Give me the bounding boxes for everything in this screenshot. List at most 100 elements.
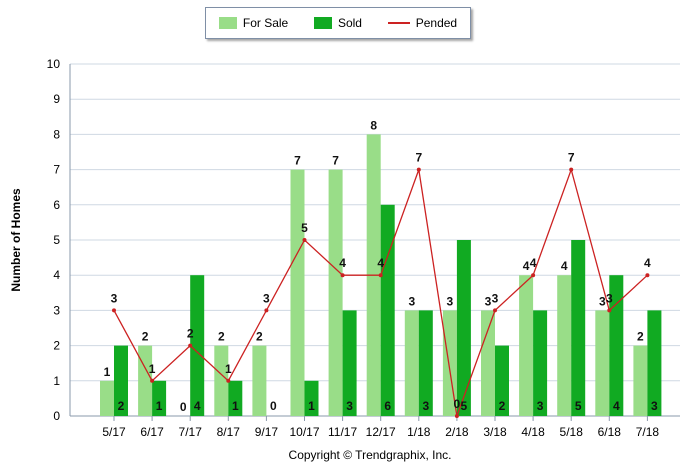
y-tick-label: 8 xyxy=(53,127,60,141)
data-label-pended: 1 xyxy=(225,362,232,376)
pended-point xyxy=(569,167,574,172)
chart-legend: For Sale Sold Pended xyxy=(205,7,471,39)
data-label-pended: 7 xyxy=(415,151,422,165)
pended-point xyxy=(264,308,269,313)
x-tick-label: 2/18 xyxy=(445,425,469,439)
x-tick-label: 4/18 xyxy=(521,425,545,439)
y-tick-label: 7 xyxy=(53,163,60,177)
legend-item-for-sale: For Sale xyxy=(218,16,289,30)
bar-sold xyxy=(533,310,548,416)
data-label-for-sale: 3 xyxy=(447,294,454,308)
bar-for-sale xyxy=(633,345,648,416)
data-label-sold: 4 xyxy=(194,399,201,413)
x-tick-label: 8/17 xyxy=(217,425,241,439)
data-label-pended: 3 xyxy=(492,291,499,305)
x-tick-label: 3/18 xyxy=(483,425,507,439)
pended-point xyxy=(645,273,650,278)
bar-sold xyxy=(418,310,433,416)
x-tick-label: 5/18 xyxy=(560,425,584,439)
x-tick-label: 5/17 xyxy=(102,425,126,439)
pended-point xyxy=(188,343,193,348)
x-tick-label: 11/17 xyxy=(328,425,357,439)
bar-for-sale xyxy=(290,169,305,416)
data-label-for-sale: 3 xyxy=(599,294,606,308)
data-label-pended: 5 xyxy=(301,221,308,235)
bar-sold xyxy=(571,240,586,416)
bar-for-sale xyxy=(100,380,114,416)
data-label-pended: 4 xyxy=(377,256,384,270)
bar-for-sale xyxy=(404,310,419,416)
bar-sold xyxy=(456,240,471,416)
y-tick-label: 3 xyxy=(53,303,60,317)
x-tick-label: 10/17 xyxy=(289,425,319,439)
data-label-sold: 3 xyxy=(537,399,544,413)
data-label-for-sale: 2 xyxy=(637,330,644,344)
pended-point xyxy=(226,378,231,383)
pended-point xyxy=(493,308,497,313)
y-tick-label: 9 xyxy=(53,92,60,106)
legend-swatch-for-sale xyxy=(218,17,237,29)
x-tick-label: 6/17 xyxy=(140,425,164,439)
y-axis-title: Number of Homes xyxy=(9,188,23,292)
data-label-for-sale: 8 xyxy=(370,118,377,132)
x-tick-label: 12/17 xyxy=(366,425,396,439)
x-tick-label: 7/18 xyxy=(636,425,660,439)
data-label-for-sale: 0 xyxy=(180,400,187,414)
data-label-sold: 3 xyxy=(651,399,658,413)
data-label-pended: 1 xyxy=(149,362,156,376)
bar-sold xyxy=(114,345,128,416)
data-label-sold: 3 xyxy=(422,399,429,413)
pended-point xyxy=(607,308,612,313)
data-label-sold: 6 xyxy=(384,399,391,413)
bar-for-sale xyxy=(481,310,495,416)
legend-swatch-sold xyxy=(313,17,332,29)
data-label-for-sale: 3 xyxy=(408,294,415,308)
data-label-pended: 3 xyxy=(111,291,118,305)
x-tick-label: 6/18 xyxy=(598,425,622,439)
bar-sold xyxy=(190,275,205,416)
data-label-pended: 2 xyxy=(187,327,194,341)
legend-item-pended: Pended xyxy=(387,16,457,30)
data-label-for-sale: 4 xyxy=(523,259,530,273)
data-label-sold: 1 xyxy=(156,399,163,413)
bar-for-sale xyxy=(595,310,610,416)
pended-point xyxy=(454,414,459,418)
data-label-pended: 3 xyxy=(263,291,270,305)
data-label-sold: 3 xyxy=(346,399,353,413)
bar-sold xyxy=(304,380,319,416)
legend-item-sold: Sold xyxy=(313,16,362,30)
data-label-sold: 1 xyxy=(232,399,239,413)
data-label-pended: 7 xyxy=(568,151,575,165)
bar-for-sale xyxy=(519,275,534,416)
bar-sold xyxy=(342,310,357,416)
data-label-pended: 0 xyxy=(454,397,461,411)
y-tick-label: 5 xyxy=(53,233,60,247)
data-label-sold: 2 xyxy=(118,399,125,413)
bar-for-sale xyxy=(557,275,572,416)
pended-point xyxy=(531,273,536,278)
data-label-pended: 3 xyxy=(606,291,613,305)
data-label-sold: 1 xyxy=(308,399,315,413)
bar-for-sale xyxy=(214,345,229,416)
bar-for-sale xyxy=(252,345,267,416)
bar-sold xyxy=(152,380,167,416)
data-label-for-sale: 3 xyxy=(485,294,492,308)
data-label-sold: 2 xyxy=(499,399,506,413)
data-label-pended: 4 xyxy=(530,256,537,270)
data-label-for-sale: 1 xyxy=(104,365,111,379)
bar-sold xyxy=(647,310,662,416)
pended-point xyxy=(112,308,116,313)
pended-point xyxy=(378,273,383,278)
data-label-sold: 0 xyxy=(270,399,277,413)
data-label-for-sale: 2 xyxy=(218,330,225,344)
legend-label-for-sale: For Sale xyxy=(242,16,289,30)
legend-swatch-pended xyxy=(387,22,410,24)
bar-for-sale xyxy=(138,345,153,416)
bar-sold xyxy=(609,275,624,416)
x-tick-label: 1/18 xyxy=(407,425,431,439)
data-label-sold: 5 xyxy=(461,399,468,413)
data-label-sold: 4 xyxy=(613,399,620,413)
y-tick-label: 1 xyxy=(53,374,60,388)
